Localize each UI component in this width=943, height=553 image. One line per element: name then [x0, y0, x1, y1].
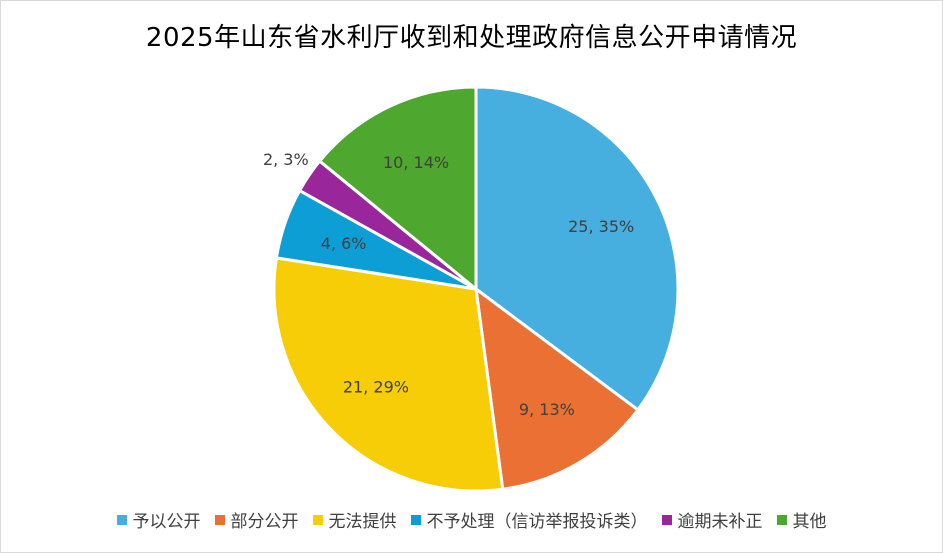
legend-item: 予以公开 — [116, 507, 201, 532]
legend-item: 其他 — [776, 507, 827, 532]
legend-swatch — [214, 514, 225, 525]
pie-slice — [474, 287, 640, 491]
data-label: 10, 14% — [383, 153, 449, 172]
data-label: 21, 29% — [343, 377, 409, 396]
legend-item: 部分公开 — [214, 507, 299, 532]
data-label: 2, 3% — [263, 150, 309, 169]
legend-swatch — [116, 514, 127, 525]
chart-title: 2025年山东省水利厅收到和处理政府信息公开申请情况 — [145, 23, 798, 53]
data-label: 9, 13% — [519, 400, 575, 419]
legend-label: 逾期未补正 — [677, 512, 763, 532]
pie-slice — [272, 256, 505, 493]
legend-item: 无法提供 — [312, 507, 397, 532]
data-label: 4, 6% — [321, 234, 367, 253]
legend-swatch — [312, 514, 323, 525]
pie-slice — [474, 85, 680, 412]
legend-label: 不予处理（信访举报投诉类） — [426, 512, 648, 532]
legend-swatch — [661, 514, 672, 525]
legend-label: 无法提供 — [328, 512, 397, 532]
legend-swatch — [776, 514, 787, 525]
legend-label: 其他 — [792, 512, 827, 532]
legend-swatch — [410, 514, 421, 525]
pie-slice — [318, 85, 478, 291]
data-label: 25, 35% — [568, 217, 634, 236]
legend-label: 予以公开 — [132, 512, 201, 532]
legend-item: 不予处理（信访举报投诉类） — [410, 507, 648, 532]
chart-legend: 予以公开 部分公开 无法提供 不予处理（信访举报投诉类） 逾期未补正 其他 — [1, 507, 942, 532]
legend-label: 部分公开 — [230, 512, 299, 532]
legend-item: 逾期未补正 — [661, 507, 763, 532]
